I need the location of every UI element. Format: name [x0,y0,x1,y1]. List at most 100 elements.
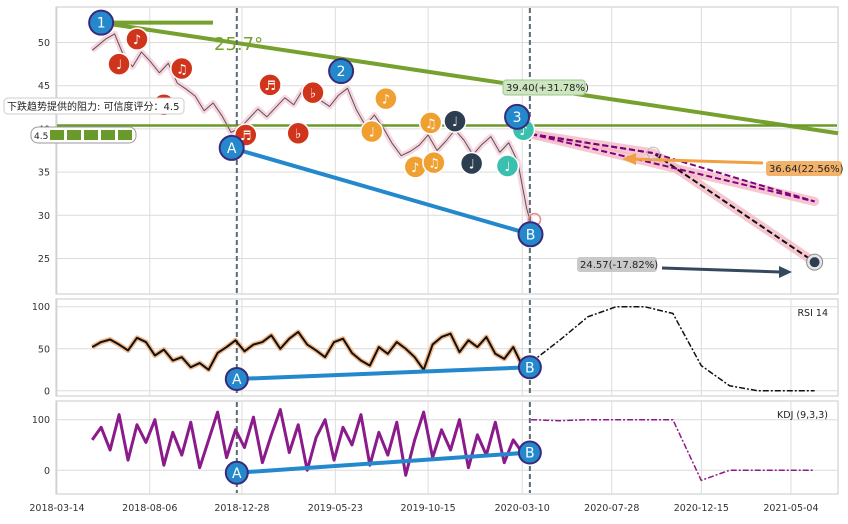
x-tick-label: 2020-12-15 [674,503,729,514]
angle-annotation: 25.7° [214,34,263,55]
resistance-note-box [3,97,185,115]
gain-callout: 39.40(+31.78%) [506,83,589,94]
rsi-panel-label: RSI 14 [797,308,828,319]
pattern-point-2 [328,58,355,85]
pattern-point-label-2: 2 [337,64,346,80]
projection-callout-upper: 36.64(22.56%) [769,164,844,175]
note-glyph-16: ♪ [519,124,527,139]
rsi-divergence-point-a [224,367,249,392]
score-star-3 [84,130,98,140]
note-glyph-14: ♩ [452,115,458,130]
note-glyph-2: ♪ [133,33,141,48]
note-marker-12 [418,111,443,135]
projection-target-point [809,257,820,268]
pattern-point-1 [88,9,115,36]
pattern-point-label-a: A [227,141,237,157]
y-tick-label: 50 [38,344,50,355]
pattern-point-label-b: B [526,227,536,243]
y-tick-label: 50 [38,38,50,49]
rsi-panel [55,298,839,397]
projection-mid-point [646,146,660,160]
note-glyph-17: ♩ [504,160,510,175]
note-glyph-9: ♩ [369,126,375,141]
note-marker-6 [258,73,282,97]
kdj-divergence-point-a [224,460,249,485]
x-tick-label: 2019-05-23 [308,503,363,514]
kdj-divergence-line [236,450,531,475]
kdj-divergence-label-b: B [525,446,535,462]
kdj-divergence-point-b [517,440,542,465]
x-tick-label: 2019-10-15 [401,503,456,514]
score-star-1 [50,130,64,140]
score-star-2 [67,130,81,140]
upper-callout-arrowhead [622,153,636,165]
y-tick-label: 25 [38,254,50,265]
y-tick-label: 0 [44,466,50,477]
note-marker-2 [125,27,149,51]
note-marker-1 [107,52,131,76]
resistance-trend-line [100,20,839,136]
score-star-4 [101,130,115,140]
note-marker-7 [286,121,310,145]
score-star-5 [118,130,132,140]
note-marker-15 [459,151,484,176]
note-marker-4 [170,56,194,81]
rsi-divergence-point-b [517,355,542,380]
pattern-point-label-1: 1 [97,16,106,32]
projection-callout-lower: 24.57(-17.82%) [580,260,658,271]
note-glyph-6: ♬ [264,79,276,94]
pattern-point-3 [504,103,531,130]
chart-layer-lines [57,8,839,493]
note-glyph-11: ♪ [411,161,419,176]
note-glyph-5: ♬ [240,129,252,144]
chart-layer-labels: 2018-03-14 2018-08-06 2018-12-28 2019-05-23… [3,34,844,514]
projection-callout-lower-box [577,257,657,272]
support-trend-line [231,145,532,237]
note-marker-10 [374,86,398,111]
rsi-divergence-label-a: A [232,372,242,388]
note-glyph-4: ♫ [176,62,188,77]
projection-callout-upper-box [766,161,842,176]
kdj-series-line [90,408,532,477]
note-glyph-10: ♪ [382,93,390,108]
note-glyph-15: ♩ [469,157,475,172]
note-glyph-12: ♫ [425,117,437,132]
x-tick-label: 2020-03-10 [495,503,550,514]
y-tick-label: 100 [32,302,50,313]
projection-line-upper [530,133,815,203]
gain-callout-box [502,79,586,96]
pattern-point-a [218,134,245,161]
rsi-projection-line [530,305,815,392]
x-tick-label: 2021-05-04 [763,503,818,514]
lower-callout-arrow [661,266,781,274]
score-badge-value: 4.5 [34,132,48,142]
y-tick-label: 30 [38,211,50,222]
rsi-series-line [91,330,532,371]
note-glyph-8: ♭ [310,87,316,102]
x-tick-label: 2018-12-28 [214,503,269,514]
pattern-point-b [517,221,544,248]
projection-line-2 [530,133,815,203]
rsi-divergence-label-b: B [525,360,535,376]
note-marker-14 [443,109,467,133]
x-tick-label: 2018-08-06 [122,503,177,514]
rsi-divergence-line [236,365,530,382]
note-glyph-7: ♭ [295,127,301,142]
y-tick-label: 100 [32,415,50,426]
lower-callout-arrowhead [779,266,792,278]
price-panel [55,6,839,295]
kdj-panel [55,400,839,495]
kdj-panel-label: KDJ (9,3,3) [777,410,828,421]
note-marker-13 [422,150,446,175]
y-tick-label: 35 [38,168,50,179]
x-tick-label: 2020-07-28 [584,503,639,514]
note-marker-9 [360,119,384,144]
kdj-divergence-label-a: A [232,466,242,482]
note-marker-8 [301,80,325,105]
note-marker-17 [495,154,520,178]
x-tick-label: 2018-03-14 [29,503,84,514]
y-tick-label: 0 [44,386,50,397]
y-tick-label: 45 [38,81,50,92]
